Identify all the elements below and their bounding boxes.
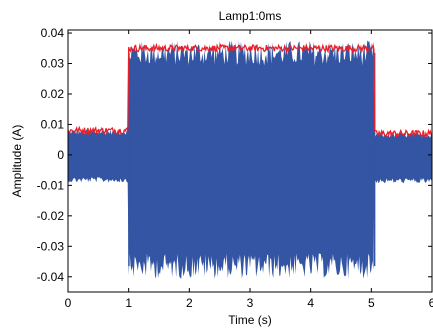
y-tick-label: -0.01 <box>37 178 65 192</box>
signal-edge <box>128 52 130 267</box>
x-tick-label: 4 <box>307 296 314 310</box>
y-tick-label: -0.04 <box>37 270 65 284</box>
x-tick-label: 6 <box>429 296 433 310</box>
axis-ticks: 0 1 2 3 4 5 6 -0.04 -0.03 -0.02 -0.01 0 0.01 0.02 0.03… <box>37 26 433 310</box>
x-tick-label: 5 <box>368 296 375 310</box>
signal-edge <box>373 52 376 267</box>
x-tick-label: 3 <box>247 296 254 310</box>
x-tick-label: 2 <box>186 296 193 310</box>
x-tick-label: 0 <box>65 296 72 310</box>
y-tick-label: -0.02 <box>37 209 65 223</box>
y-tick-label: 0.03 <box>41 57 65 71</box>
y-tick-label: -0.03 <box>37 239 65 253</box>
y-axis-title: Amplitude (A) <box>10 125 24 198</box>
signal-band <box>68 40 432 279</box>
x-axis-title: Time (s) <box>228 313 272 327</box>
plot-area <box>67 40 433 279</box>
x-tick-label: 1 <box>125 296 132 310</box>
y-tick-label: 0 <box>57 148 64 162</box>
peak-envelope-line <box>67 42 433 139</box>
y-tick-label: 0.04 <box>41 26 65 40</box>
y-tick-label: 0.02 <box>41 87 65 101</box>
chart-title: Lamp1:0ms <box>219 9 282 23</box>
y-tick-label: 0.01 <box>41 117 65 131</box>
